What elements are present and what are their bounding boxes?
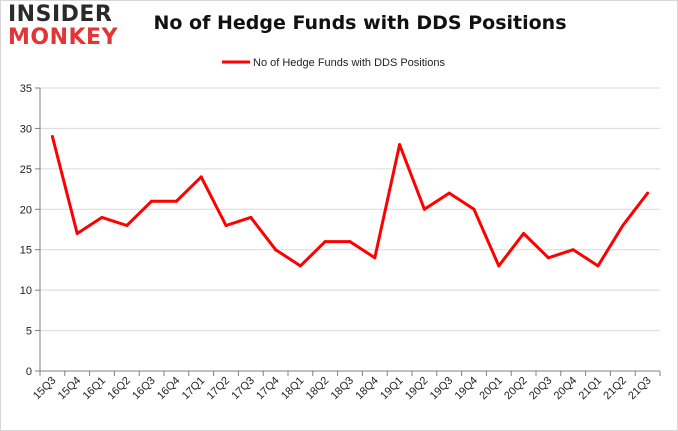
y-tick-label: 25 <box>20 164 32 176</box>
data-point-17Q1 <box>199 175 203 179</box>
x-axis-ticks: 15Q315Q416Q116Q216Q316Q417Q117Q217Q317Q4… <box>31 371 661 403</box>
y-tick-label: 5 <box>26 326 32 338</box>
x-tick-label: 18Q1 <box>279 375 307 403</box>
data-point-19Q2 <box>422 207 426 211</box>
y-tick-label: 15 <box>20 245 32 257</box>
legend: No of Hedge Funds with DDS Positions <box>222 57 445 69</box>
data-point-21Q2 <box>621 223 625 227</box>
data-point-20Q3 <box>546 256 550 260</box>
data-point-18Q4 <box>373 256 377 260</box>
insider-monkey-logo: INSIDER MONKEY <box>8 4 128 49</box>
x-tick-label: 20Q3 <box>527 375 555 403</box>
data-point-18Q3 <box>348 240 352 244</box>
x-tick-label: 15Q4 <box>56 375 84 403</box>
data-point-18Q2 <box>323 240 327 244</box>
logo-line-2: MONKEY <box>8 25 119 50</box>
data-point-20Q2 <box>522 232 526 236</box>
x-tick-label: 19Q1 <box>378 375 406 403</box>
data-point-19Q4 <box>472 207 476 211</box>
x-tick-label: 21Q2 <box>601 375 629 403</box>
data-point-16Q4 <box>174 199 178 203</box>
x-tick-label: 16Q4 <box>155 375 183 403</box>
x-tick-label: 18Q4 <box>353 375 381 403</box>
y-axis-ticks: 0 5 10 15 20 25 30 35 <box>20 83 40 378</box>
x-tick-label: 19Q3 <box>428 375 456 403</box>
y-tick-label: 10 <box>20 285 32 297</box>
data-point-16Q3 <box>150 199 154 203</box>
gridlines <box>40 87 660 332</box>
y-tick-label: 35 <box>20 83 32 95</box>
series-line <box>50 136 649 268</box>
data-point-20Q4 <box>571 248 575 252</box>
y-tick-label: 0 <box>26 366 32 378</box>
x-tick-label: 16Q1 <box>81 375 109 403</box>
data-point-15Q3 <box>50 135 54 139</box>
x-tick-label: 17Q2 <box>205 375 233 403</box>
x-tick-label: 18Q2 <box>304 375 332 403</box>
x-tick-label: 18Q3 <box>329 375 357 403</box>
x-tick-label: 17Q3 <box>229 375 257 403</box>
x-tick-label: 17Q1 <box>180 375 208 403</box>
data-point-15Q4 <box>75 232 79 236</box>
data-point-16Q1 <box>100 215 104 219</box>
data-points <box>50 135 650 268</box>
logo-line-1: INSIDER <box>8 2 113 27</box>
x-tick-label: 20Q2 <box>502 375 530 403</box>
data-point-17Q4 <box>274 248 278 252</box>
data-point-19Q3 <box>447 191 451 195</box>
x-tick-label: 19Q4 <box>453 375 481 403</box>
x-tick-label: 17Q4 <box>254 375 282 403</box>
x-tick-label: 15Q3 <box>31 375 59 403</box>
legend-label: No of Hedge Funds with DDS Positions <box>253 57 445 69</box>
data-point-21Q1 <box>596 264 600 268</box>
data-point-18Q1 <box>298 264 302 268</box>
x-tick-label: 19Q2 <box>403 375 431 403</box>
x-tick-label: 16Q3 <box>130 375 158 403</box>
chart-title: No of Hedge Funds with DDS Positions <box>153 12 567 34</box>
data-point-16Q2 <box>125 223 129 227</box>
data-point-19Q1 <box>398 143 402 147</box>
data-point-17Q2 <box>224 223 228 227</box>
x-tick-label: 20Q1 <box>477 375 505 403</box>
x-tick-label: 21Q3 <box>626 375 654 403</box>
y-tick-label: 30 <box>20 123 32 135</box>
x-tick-label: 20Q4 <box>552 375 580 403</box>
data-point-20Q1 <box>497 264 501 268</box>
data-point-21Q3 <box>646 191 650 195</box>
x-tick-label: 16Q2 <box>105 375 133 403</box>
data-point-17Q3 <box>249 215 253 219</box>
y-tick-label: 20 <box>20 204 32 216</box>
x-tick-label: 21Q1 <box>577 375 605 403</box>
